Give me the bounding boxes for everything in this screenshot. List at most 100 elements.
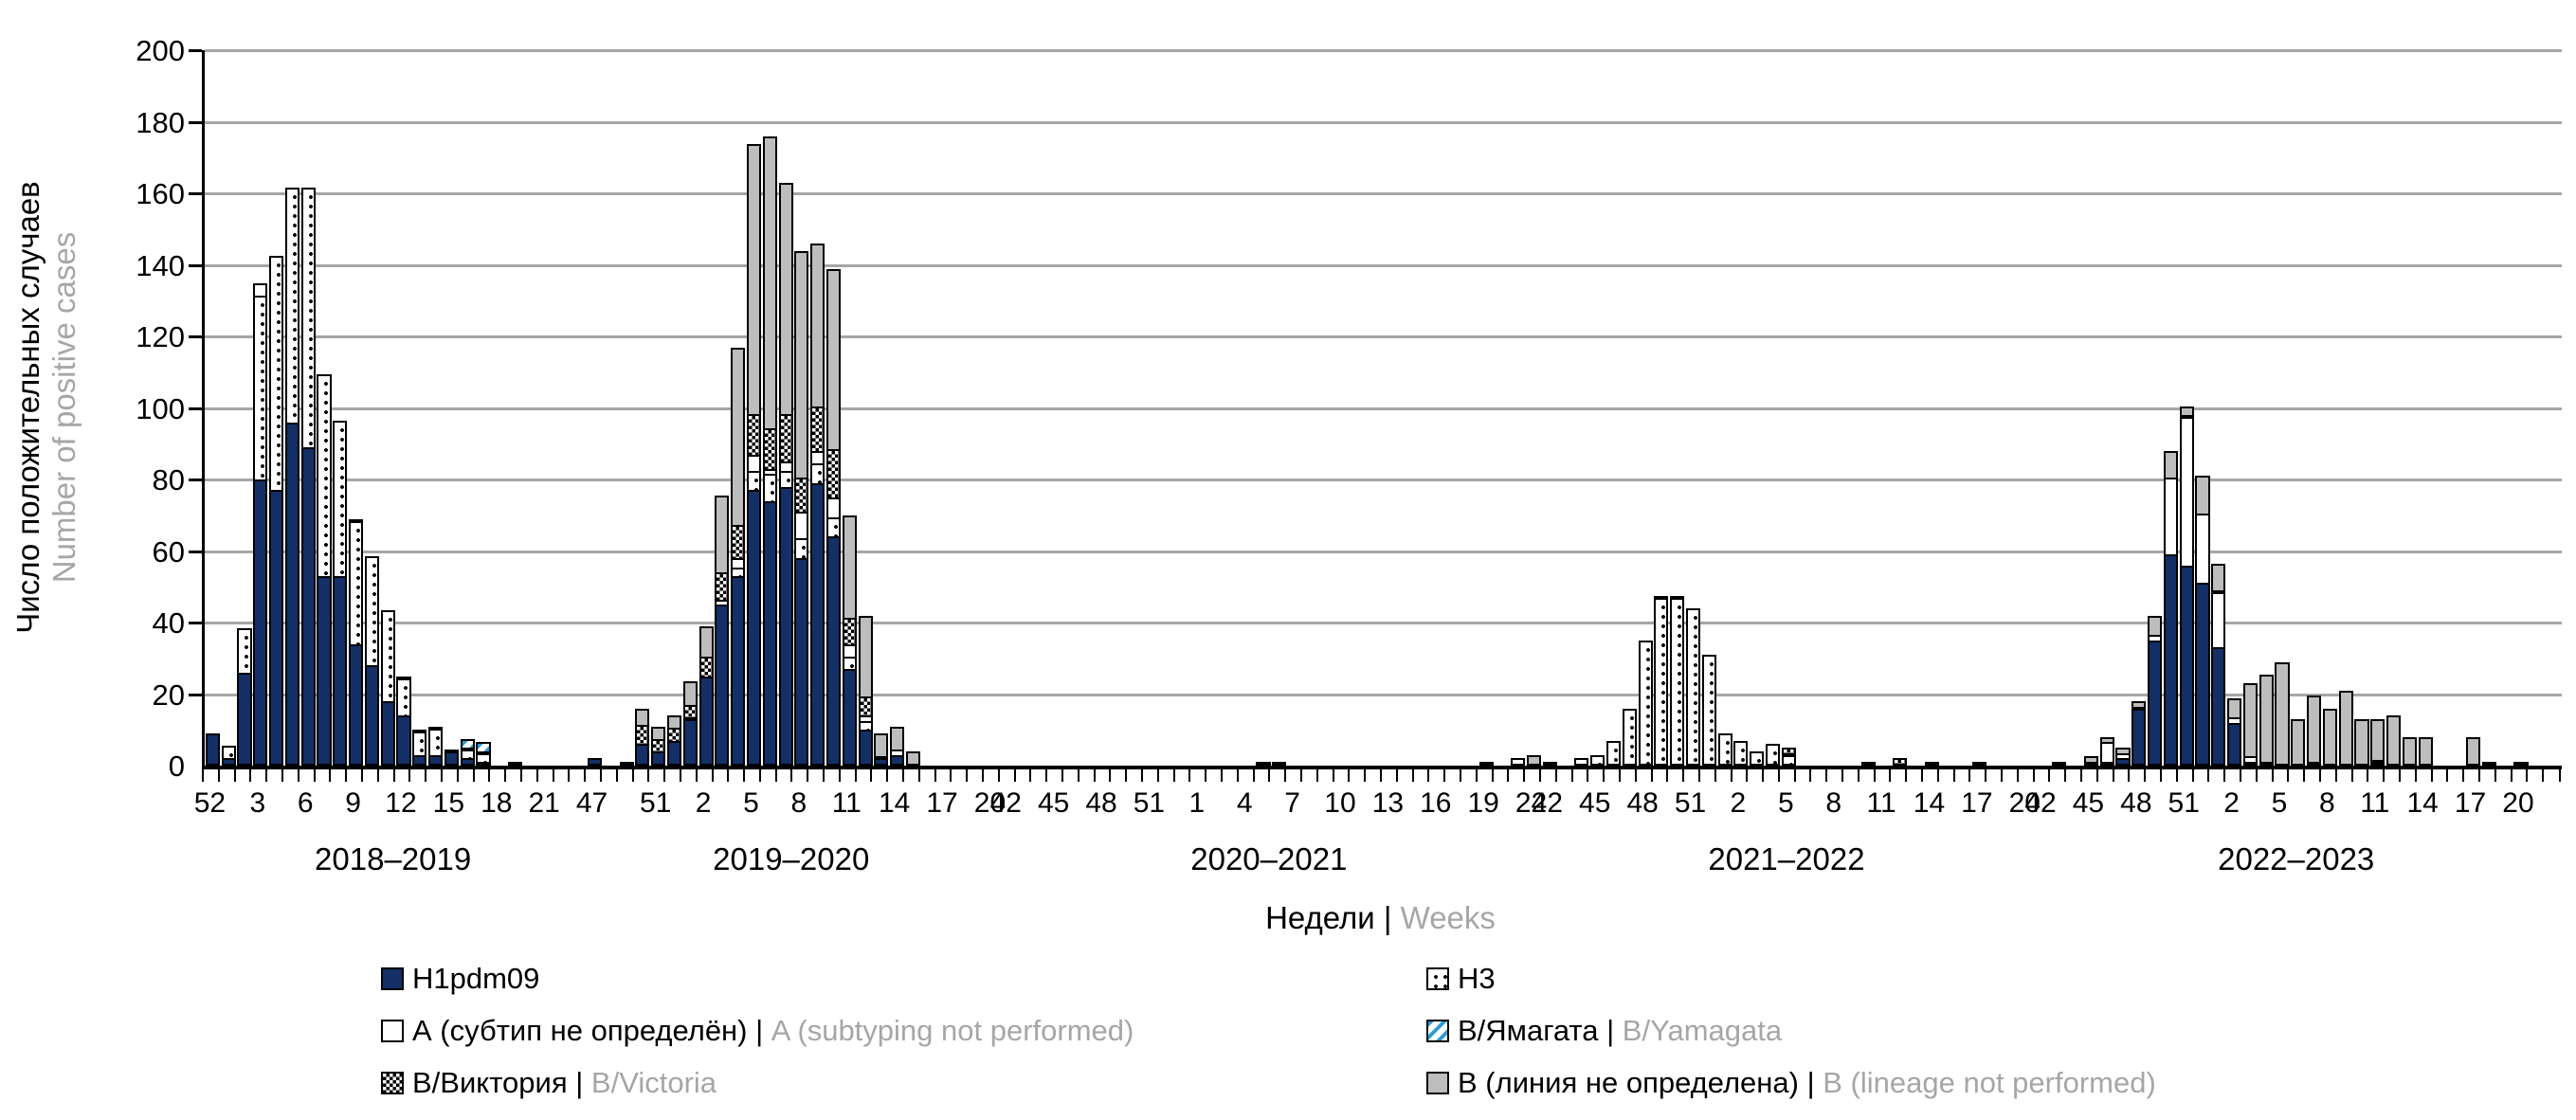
- x-tick-mark: [2240, 769, 2256, 782]
- week-label: 12: [385, 787, 417, 819]
- segment-h1: [284, 422, 299, 766]
- stacked-bar-week-x: [476, 742, 491, 766]
- x-tick-mark: [2112, 769, 2129, 782]
- x-tick-mark: [917, 769, 934, 782]
- y-tick-label-200: 200: [136, 34, 185, 67]
- bar-slot: [2402, 50, 2418, 766]
- legend-item-bvic: B/Виктория | B/Victoria: [381, 1066, 1134, 1099]
- bar-slot: [317, 50, 333, 766]
- bar-slot: [746, 50, 762, 766]
- x-tick-mark: [281, 769, 298, 782]
- stacked-bar-week-x: [2291, 718, 2306, 766]
- y-tick-mark: [189, 49, 202, 52]
- segment-h1: [1256, 762, 1271, 766]
- segment-h1: [205, 733, 220, 766]
- segment-bnd: [842, 515, 857, 620]
- segment-bvic: [825, 449, 842, 500]
- x-tick-mark: [1666, 769, 1682, 782]
- bar-slot: [2275, 50, 2291, 766]
- bar-slot: [1589, 50, 1605, 766]
- week-label-slot: 13: [1372, 787, 1404, 822]
- week-label: 45: [1037, 787, 1070, 819]
- week-label-slot: [1762, 787, 1778, 822]
- week-label: 3: [249, 787, 266, 819]
- week-label-slot: 19: [1467, 787, 1498, 822]
- legend-label-h3: H3: [1458, 962, 1496, 995]
- stacked-bar-week-x: [1574, 758, 1589, 766]
- segment-bnd: [2275, 661, 2290, 766]
- x-tick-mark: [679, 769, 696, 782]
- week-label-slot: 22: [1515, 787, 1547, 822]
- stacked-bar-week-x: [682, 681, 698, 766]
- week-label-slot: [902, 787, 918, 822]
- bar-slot: [635, 50, 651, 766]
- stacked-bar-week-x: [428, 726, 444, 766]
- week-label-slot: [504, 787, 520, 822]
- y-tick-label-140: 140: [136, 248, 185, 282]
- segment-a: [1511, 758, 1526, 766]
- x-tick-mark: [2477, 769, 2494, 782]
- bar-slot: [2545, 50, 2561, 766]
- x-tick-mark: [631, 769, 648, 782]
- week-label: 51: [1133, 787, 1166, 819]
- bar-slot: [1351, 50, 1367, 766]
- bar-slot: [969, 50, 985, 766]
- week-label: 11: [1866, 787, 1896, 819]
- week-label-slot: [616, 787, 632, 822]
- bar-slot: [380, 50, 396, 766]
- bar-slot: [444, 50, 460, 766]
- x-tick-mark: [2128, 769, 2144, 782]
- week-label: 20: [2008, 787, 2041, 819]
- bar-slot: [2338, 50, 2354, 766]
- bar-slot: [491, 50, 507, 766]
- bar-slot: [237, 50, 253, 766]
- stacked-bar-week-x: [2195, 476, 2210, 766]
- bar-slot: [2131, 50, 2147, 766]
- x-tick-mark: [1762, 769, 1778, 782]
- week-label: 1: [1188, 787, 1206, 819]
- bar-slot: [1860, 50, 1877, 766]
- y-tick-mark: [189, 479, 202, 481]
- week-label-slot: 14: [2406, 787, 2438, 822]
- week-label-slot: 51: [2168, 787, 2200, 822]
- segment-a: [2211, 592, 2226, 650]
- stacked-bar-week-51: [651, 726, 666, 766]
- segment-h3: [1781, 754, 1796, 766]
- week-label-slot: [2207, 787, 2223, 822]
- bar-slot: [1144, 50, 1160, 766]
- x-tick-mark: [217, 769, 234, 782]
- x-tick-mark: [1746, 769, 1762, 782]
- x-tick-mark: [1284, 769, 1300, 782]
- x-tick-mark: [313, 769, 330, 782]
- bar-slot: [1654, 50, 1670, 766]
- segment-h3: [412, 732, 427, 757]
- segment-bnd: [2402, 736, 2417, 766]
- x-tick-mark: [711, 769, 728, 782]
- x-tick-mark: [2350, 769, 2367, 782]
- segment-bnd: [2354, 718, 2369, 766]
- stacked-bar-week-x: [1272, 762, 1287, 766]
- segment-h3: [1701, 654, 1716, 766]
- week-label-slot: 5: [743, 787, 759, 822]
- bar-slot: [2099, 50, 2115, 766]
- bar-slot: [2513, 50, 2530, 766]
- legend-marker-bnd-icon: [1426, 1072, 1449, 1094]
- segment-h3: [349, 520, 364, 646]
- segment-h1: [746, 490, 762, 766]
- stacked-bar-week-51: [1685, 607, 1701, 766]
- x-tick-mark: [1299, 769, 1316, 782]
- x-tick-mark: [1315, 769, 1333, 782]
- x-tick-mark: [360, 769, 377, 782]
- week-label: 7: [1284, 787, 1300, 819]
- gridline-200: [205, 49, 2562, 52]
- week-label-slot: 48: [1085, 787, 1116, 822]
- x-tick-mark: [2207, 769, 2223, 782]
- bar-slot: [889, 50, 905, 766]
- legend-column-2: H3 B/Ямагата | B/Yamagata B (линия не опре…: [1426, 962, 2156, 1119]
- x-tick-mark: [1697, 769, 1714, 782]
- x-tick-mark: [1141, 769, 1157, 782]
- x-tick-mark: [1252, 769, 1269, 782]
- week-label: 14: [1913, 787, 1946, 819]
- x-tick-mark: [2542, 769, 2558, 782]
- bar-slot: [1956, 50, 1972, 766]
